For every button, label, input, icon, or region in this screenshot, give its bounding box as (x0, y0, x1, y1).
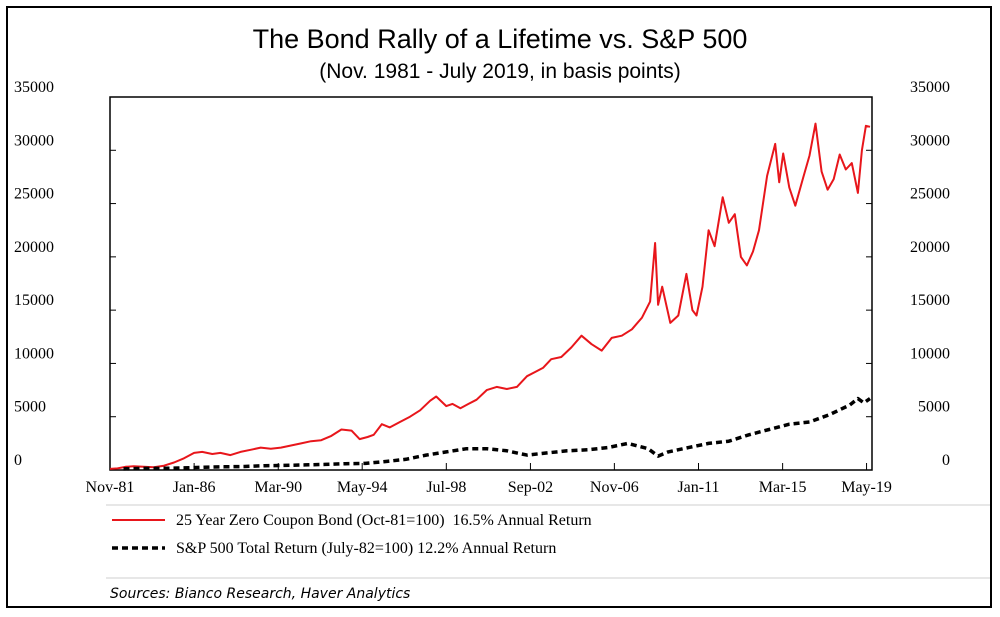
legend: 25 Year Zero Coupon Bond (Oct-81=100) 16… (112, 512, 592, 557)
y-axis-left: 0 5000 10000 15000 20000 25000 30000 35000 (14, 79, 116, 471)
series-line-0 (109, 122, 871, 470)
x-tick-label: Jan-86 (173, 479, 216, 496)
x-tick-label: Mar-90 (254, 479, 302, 496)
chart-subtitle: (Nov. 1981 - July 2019, in basis points) (319, 60, 681, 83)
y-right-tick-label: 0 (942, 452, 950, 469)
x-tick-label: Jan-11 (677, 479, 719, 496)
y-right-tick-label: 35000 (910, 79, 950, 96)
y-right-tick-label: 25000 (910, 186, 950, 203)
legend-label-0: 25 Year Zero Coupon Bond (Oct-81=100) 16… (176, 512, 592, 529)
y-left-tick-label: 15000 (14, 292, 54, 309)
legend-label-1: S&P 500 Total Return (July-82=100) 12.2%… (176, 540, 556, 557)
x-tick-label: May-19 (841, 479, 892, 496)
y-right-tick-label: 30000 (910, 132, 950, 149)
x-tick-label: May-94 (337, 479, 388, 496)
plot-area (109, 96, 873, 471)
series-layer (109, 122, 872, 471)
series-line-1 (123, 396, 872, 471)
x-tick-label: Sep-02 (508, 479, 553, 496)
x-tick-label: Nov-81 (86, 479, 135, 496)
y-right-tick-label: 15000 (910, 292, 950, 309)
x-tick-label: Mar-15 (759, 479, 807, 496)
y-left-tick-label: 30000 (14, 132, 54, 149)
y-axis-right: 0 5000 10000 15000 20000 25000 30000 35000 (866, 79, 950, 471)
y-left-tick-label: 5000 (14, 399, 46, 416)
y-left-tick-label: 35000 (14, 79, 54, 96)
y-left-tick-label: 10000 (14, 345, 54, 362)
y-left-tick-label: 20000 (14, 239, 54, 256)
y-right-tick-label: 20000 (910, 239, 950, 256)
x-tick-label: Jul-98 (426, 479, 466, 496)
sources-note: Sources: Bianco Research, Haver Analytic… (110, 586, 411, 602)
y-left-tick-label: 0 (14, 452, 22, 469)
x-axis: Nov-81 Jan-86 Mar-90 May-94 Jul-98 Sep-02 Nov-… (86, 463, 892, 496)
y-left-tick-label: 25000 (14, 186, 54, 203)
x-tick-label: Nov-06 (590, 479, 639, 496)
y-right-tick-label: 10000 (910, 345, 950, 362)
chart-frame (6, 6, 992, 608)
chart-title: The Bond Rally of a Lifetime vs. S&P 500 (252, 24, 748, 54)
y-right-tick-label: 5000 (918, 399, 950, 416)
